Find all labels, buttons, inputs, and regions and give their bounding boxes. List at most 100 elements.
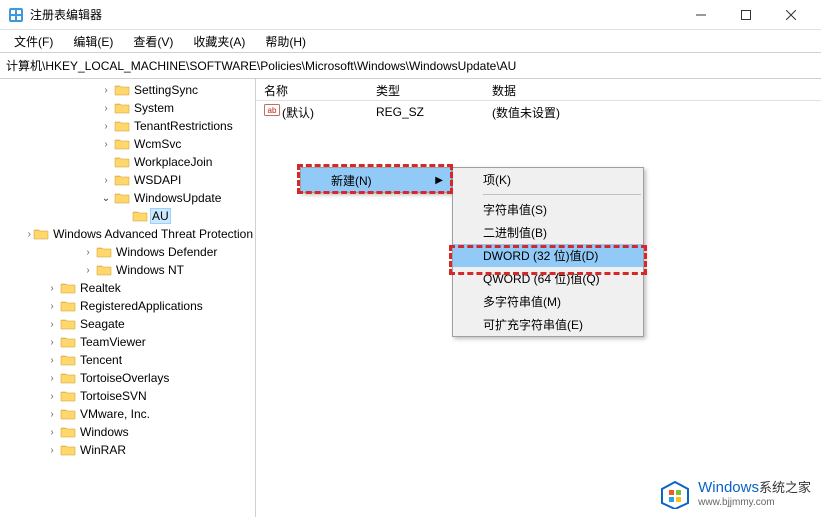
tree-expander-icon[interactable]: › [100, 139, 112, 150]
tree-expander-icon[interactable]: › [46, 283, 58, 294]
tree-node[interactable]: ›VMware, Inc. [0, 405, 255, 423]
context-item[interactable]: 多字符串值(M) [453, 290, 643, 313]
folder-icon [60, 281, 76, 295]
column-type[interactable]: 类型 [368, 79, 484, 100]
tree-node[interactable]: › System [0, 99, 255, 117]
tree-node[interactable]: ›TortoiseSVN [0, 387, 255, 405]
tree-node[interactable]: ›RegisteredApplications [0, 297, 255, 315]
tree-expander-icon[interactable]: › [82, 247, 94, 258]
tree-node[interactable]: › Windows Advanced Threat Protection [0, 225, 255, 243]
cell-data: (数值未设置) [484, 104, 821, 121]
tree-node[interactable]: AU [0, 207, 255, 225]
menu-edit[interactable]: 编辑(E) [63, 31, 123, 52]
tree-node[interactable]: ›Windows Defender [0, 243, 255, 261]
tree-node-label: Realtek [78, 280, 123, 296]
column-data[interactable]: 数据 [484, 79, 821, 100]
minimize-button[interactable] [678, 0, 723, 30]
context-item[interactable]: 字符串值(S) [453, 198, 643, 221]
tree-expander-icon[interactable]: › [100, 121, 112, 132]
context-item-label: 多字符串值(M) [483, 293, 561, 310]
context-item-new[interactable]: 新建(N) ▶ [301, 168, 451, 192]
context-item[interactable]: 二进制值(B) [453, 221, 643, 244]
watermark-suffix: 系统之家 [759, 480, 811, 495]
menubar: 文件(F) 编辑(E) 查看(V) 收藏夹(A) 帮助(H) [0, 30, 821, 52]
folder-icon [114, 155, 130, 169]
tree-expander-icon[interactable]: › [100, 103, 112, 114]
tree-node-label: System [132, 100, 176, 116]
menu-help[interactable]: 帮助(H) [255, 31, 316, 52]
column-name[interactable]: 名称 [256, 79, 368, 100]
context-item-label: DWORD (32 位)值(D) [483, 247, 598, 264]
tree-expander-icon[interactable]: › [100, 175, 112, 186]
watermark: Windows系统之家 www.bjjmmy.com [658, 479, 811, 509]
list-row[interactable]: ab(默认)REG_SZ(数值未设置) [256, 103, 821, 121]
context-separator [483, 194, 641, 195]
close-button[interactable] [768, 0, 813, 30]
cell-name: ab(默认) [256, 103, 368, 121]
address-path: 计算机\HKEY_LOCAL_MACHINE\SOFTWARE\Policies… [6, 59, 516, 73]
context-item[interactable]: DWORD (32 位)值(D) [453, 244, 643, 267]
folder-icon [60, 353, 76, 367]
menu-view[interactable]: 查看(V) [123, 31, 183, 52]
folder-icon [96, 263, 112, 277]
folder-icon [33, 227, 49, 241]
folder-icon [60, 389, 76, 403]
tree-node[interactable]: ›TenantRestrictions [0, 117, 255, 135]
tree-expander-icon[interactable]: › [46, 319, 58, 330]
titlebar: 注册表编辑器 [0, 0, 821, 30]
tree-node-label: WSDAPI [132, 172, 183, 188]
tree-node[interactable]: ›TeamViewer [0, 333, 255, 351]
tree-node[interactable]: › WcmSvc [0, 135, 255, 153]
watermark-logo-icon [658, 479, 692, 509]
tree-expander-icon[interactable]: › [46, 391, 58, 402]
tree-node[interactable]: › WinRAR [0, 441, 255, 459]
tree-expander-icon[interactable]: › [46, 337, 58, 348]
watermark-url: www.bjjmmy.com [698, 497, 811, 508]
tree-expander-icon[interactable]: › [46, 445, 58, 456]
tree-expander-icon[interactable]: › [46, 301, 58, 312]
tree-expander-icon[interactable]: › [28, 229, 32, 240]
tree-node[interactable]: WorkplaceJoin [0, 153, 255, 171]
folder-icon [114, 83, 130, 97]
tree-node[interactable]: ›TortoiseOverlays [0, 369, 255, 387]
cell-type: REG_SZ [368, 105, 484, 119]
tree-expander-icon[interactable]: › [82, 265, 94, 276]
folder-icon [114, 101, 130, 115]
tree-node[interactable]: › WSDAPI [0, 171, 255, 189]
maximize-button[interactable] [723, 0, 768, 30]
folder-icon [114, 119, 130, 133]
tree-expander-icon[interactable]: › [46, 355, 58, 366]
tree-node[interactable]: ›Seagate [0, 315, 255, 333]
tree-expander-icon[interactable]: › [46, 409, 58, 420]
tree-node-label: SettingSync [132, 82, 200, 98]
tree-node[interactable]: ›Windows NT [0, 261, 255, 279]
tree-node-label: Windows Advanced Threat Protection [51, 226, 255, 242]
tree-node-label: AU [150, 208, 171, 224]
menu-file[interactable]: 文件(F) [4, 31, 63, 52]
tree-node[interactable]: ›Tencent [0, 351, 255, 369]
tree-node[interactable]: ⌄WindowsUpdate [0, 189, 255, 207]
tree-node[interactable]: ›Windows [0, 423, 255, 441]
tree-panel: ›SettingSync›System›TenantRestrictions›W… [0, 79, 256, 517]
tree-scrollview[interactable]: ›SettingSync›System›TenantRestrictions›W… [0, 79, 255, 517]
folder-icon [114, 137, 130, 151]
window-controls [678, 0, 813, 30]
context-item[interactable]: QWORD (64 位)值(Q) [453, 267, 643, 290]
address-bar[interactable]: 计算机\HKEY_LOCAL_MACHINE\SOFTWARE\Policies… [0, 53, 821, 79]
list-body[interactable]: ab(默认)REG_SZ(数值未设置) [256, 101, 821, 123]
folder-icon [60, 443, 76, 457]
menu-favorites[interactable]: 收藏夹(A) [183, 31, 255, 52]
tree-node[interactable]: › SettingSync [0, 81, 255, 99]
context-item-label: QWORD (64 位)值(Q) [483, 270, 600, 287]
tree-node-label: WinRAR [78, 442, 128, 458]
tree-expander-icon[interactable]: › [46, 427, 58, 438]
regedit-app-icon [8, 7, 24, 23]
tree-node[interactable]: › Realtek [0, 279, 255, 297]
tree-node-label: WcmSvc [132, 136, 183, 152]
context-item[interactable]: 项(K) [453, 168, 643, 191]
value-name: (默认) [282, 106, 314, 120]
tree-expander-icon[interactable]: › [100, 85, 112, 96]
tree-expander-icon[interactable]: › [46, 373, 58, 384]
context-item[interactable]: 可扩充字符串值(E) [453, 313, 643, 336]
tree-expander-icon[interactable]: ⌄ [100, 193, 112, 204]
